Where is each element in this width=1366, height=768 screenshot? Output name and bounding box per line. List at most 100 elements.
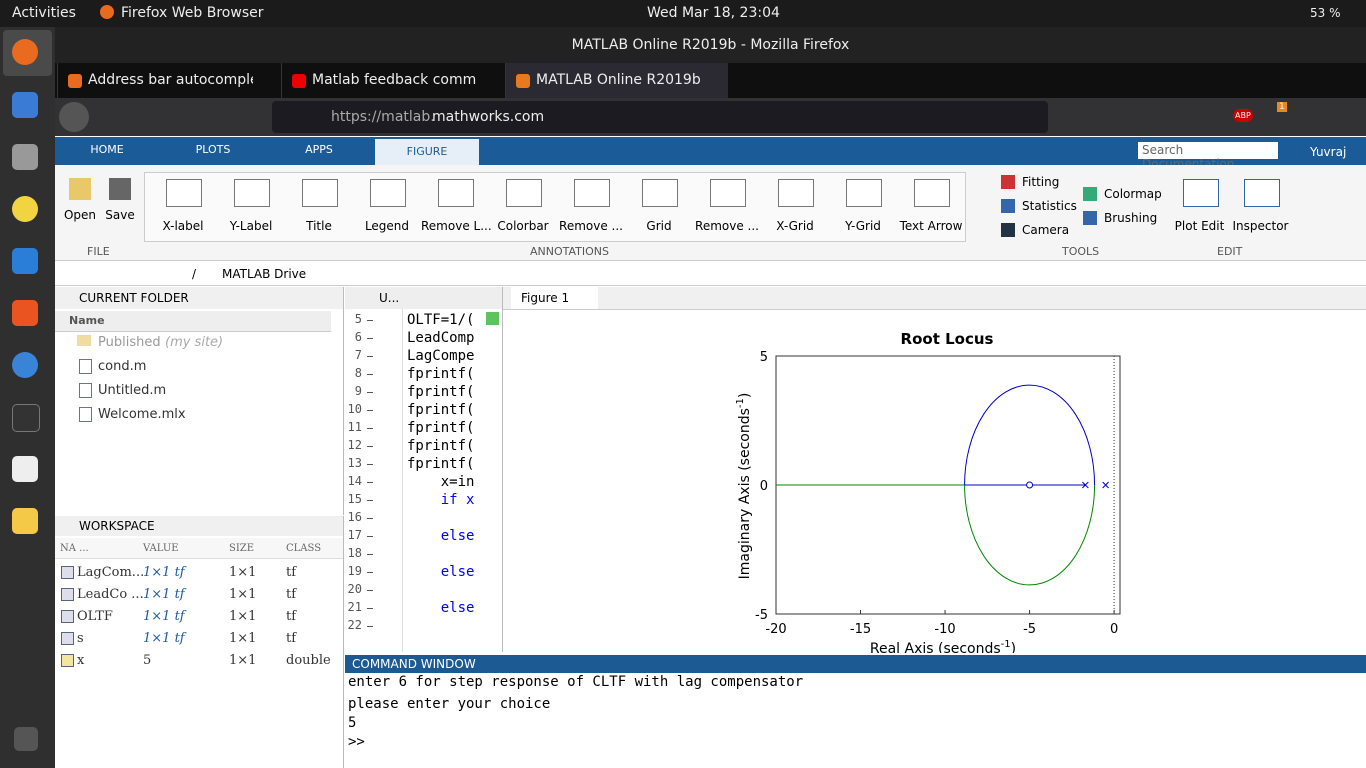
help[interactable] xyxy=(12,352,38,378)
search-box[interactable]: Search Documentation xyxy=(1138,142,1278,171)
x-tick-label: 0 xyxy=(1110,622,1118,637)
show-apps[interactable] xyxy=(14,727,38,751)
cell[interactable]: x xyxy=(77,653,85,668)
column-label[interactable]: NA ... xyxy=(60,543,89,554)
breadcrumb: / MATLAB Drive xyxy=(55,262,1366,286)
tool-button[interactable]: Remove ... xyxy=(557,173,625,243)
back-button[interactable] xyxy=(59,102,89,132)
app[interactable] xyxy=(12,456,38,482)
cell[interactable]: 1×1 tf xyxy=(143,609,185,624)
published[interactable]: Published xyxy=(98,335,161,350)
browser-tab[interactable]: MATLAB Online R2019b xyxy=(505,63,728,98)
abp[interactable]: ABP xyxy=(1233,109,1253,122)
tool-label: Y-Grid xyxy=(845,219,881,233)
clock[interactable]: Wed Mar 18, 23:04 xyxy=(647,5,780,21)
tool-label[interactable]: Colormap xyxy=(1104,187,1162,201)
cell[interactable]: tf xyxy=(286,565,297,580)
breakpoint-dash xyxy=(367,410,373,411)
cell[interactable]: s xyxy=(77,631,84,646)
tab-title: Address bar autocomple xyxy=(88,72,253,88)
var-icon xyxy=(61,654,74,667)
software[interactable] xyxy=(12,300,38,326)
url-bar[interactable]: https://matlab. mathworks.com xyxy=(272,101,1048,133)
cell[interactable]: double xyxy=(286,653,331,668)
cell[interactable]: 1×1 xyxy=(229,631,257,646)
ribbon-tab[interactable]: APPS xyxy=(267,137,371,165)
cell[interactable]: tf xyxy=(286,587,297,602)
tool-icon xyxy=(302,179,338,207)
tool-button[interactable]: Title xyxy=(285,173,353,243)
figure-tab-label: Figure 1 xyxy=(521,291,570,305)
cell[interactable]: 1×1 xyxy=(229,609,257,624)
line-number: 6 xyxy=(354,330,362,344)
thunderbird[interactable] xyxy=(12,92,38,118)
cell[interactable]: tf xyxy=(286,609,297,624)
tool-button[interactable]: Grid xyxy=(625,173,693,243)
tool-label[interactable]: Brushing xyxy=(1104,211,1158,225)
user[interactable]: Yuvraj xyxy=(1310,145,1347,159)
tool-label: Remove ... xyxy=(559,219,623,233)
file-name[interactable]: cond.m xyxy=(98,359,147,374)
panel-header: COMMAND WINDOW xyxy=(345,655,1366,673)
tool-button[interactable]: Inspector xyxy=(1230,173,1291,243)
tool-icon xyxy=(914,179,950,207)
file-name[interactable]: Untitled.m xyxy=(98,383,167,398)
app-menu[interactable]: Firefox Web Browser xyxy=(121,5,264,21)
tool-button[interactable]: X-Grid xyxy=(761,173,829,243)
tool-button[interactable]: X-label xyxy=(149,173,217,243)
ribbon-tab[interactable]: HOME xyxy=(55,137,159,165)
tool-label[interactable]: Fitting xyxy=(1022,175,1060,189)
tool-label[interactable]: Camera xyxy=(1022,223,1070,237)
cell[interactable]: 1×1 xyxy=(229,653,257,668)
tool-button[interactable]: Plot Edit xyxy=(1169,173,1230,243)
browser-tab[interactable]: Matlab feedback comma xyxy=(281,63,504,98)
column-label[interactable]: VALUE xyxy=(143,543,179,554)
crumb-root[interactable]: / xyxy=(192,267,197,281)
tool-button[interactable]: Remove L... xyxy=(421,173,492,243)
cell[interactable]: LeadCo ... xyxy=(77,587,144,602)
ribbon-tab[interactable]: PLOTS xyxy=(161,137,265,165)
nav-bar: https://matlab. mathworks.com ABP 1 xyxy=(55,98,1366,136)
tool-icon xyxy=(710,179,746,207)
tool-button[interactable]: Text Arrow xyxy=(897,173,965,243)
tool-button[interactable]: Open xyxy=(61,173,99,243)
firefox[interactable] xyxy=(12,39,38,65)
column-label[interactable]: CLASS xyxy=(286,543,322,554)
rhythmbox[interactable] xyxy=(12,196,38,222)
column-header[interactable]: Name xyxy=(55,311,331,332)
cell[interactable]: tf xyxy=(286,631,297,646)
code-line: LeadComp xyxy=(407,330,475,346)
files[interactable] xyxy=(12,144,38,170)
writer[interactable] xyxy=(12,248,38,274)
cell[interactable]: 1×1 tf xyxy=(143,565,185,580)
figure-tab[interactable]: Figure 1 xyxy=(511,287,598,309)
tool-button[interactable]: Colorbar xyxy=(489,173,557,243)
tool-button[interactable]: Y-Label xyxy=(217,173,285,243)
cell[interactable]: 1×1 xyxy=(229,587,257,602)
cell[interactable]: OLTF xyxy=(77,609,113,624)
battery[interactable]: 53 % xyxy=(1310,6,1341,20)
tab-favicon xyxy=(292,74,306,88)
crumb-folder[interactable]: MATLAB Drive xyxy=(222,267,307,281)
terminal[interactable] xyxy=(12,404,40,432)
browser-tab[interactable]: Address bar autocomple xyxy=(57,63,280,98)
tool-button[interactable]: Remove ... xyxy=(693,173,761,243)
editor-app[interactable] xyxy=(12,508,38,534)
cell[interactable]: 1×1 tf xyxy=(143,587,185,602)
tool-button[interactable]: Legend xyxy=(353,173,421,243)
cell[interactable]: 1×1 xyxy=(229,565,257,580)
activities[interactable]: Activities xyxy=(12,5,76,21)
file-name[interactable]: Welcome.mlx xyxy=(98,407,186,422)
editor-tab[interactable]: U... xyxy=(379,291,400,305)
tool-button[interactable]: Y-Grid xyxy=(829,173,897,243)
column-label[interactable]: SIZE xyxy=(229,543,255,554)
x-tick-label: -10 xyxy=(934,622,955,637)
tool-label[interactable]: Statistics xyxy=(1022,199,1077,213)
group-label: TOOLS xyxy=(1062,245,1100,258)
breakpoint-dash xyxy=(367,482,373,483)
cell[interactable]: 5 xyxy=(143,653,152,668)
tool-button[interactable]: Save xyxy=(101,173,139,243)
cell[interactable]: 1×1 tf xyxy=(143,631,185,646)
ribbon-tab[interactable]: FIGURE xyxy=(375,139,479,165)
cell[interactable]: LagCom... xyxy=(77,565,145,580)
